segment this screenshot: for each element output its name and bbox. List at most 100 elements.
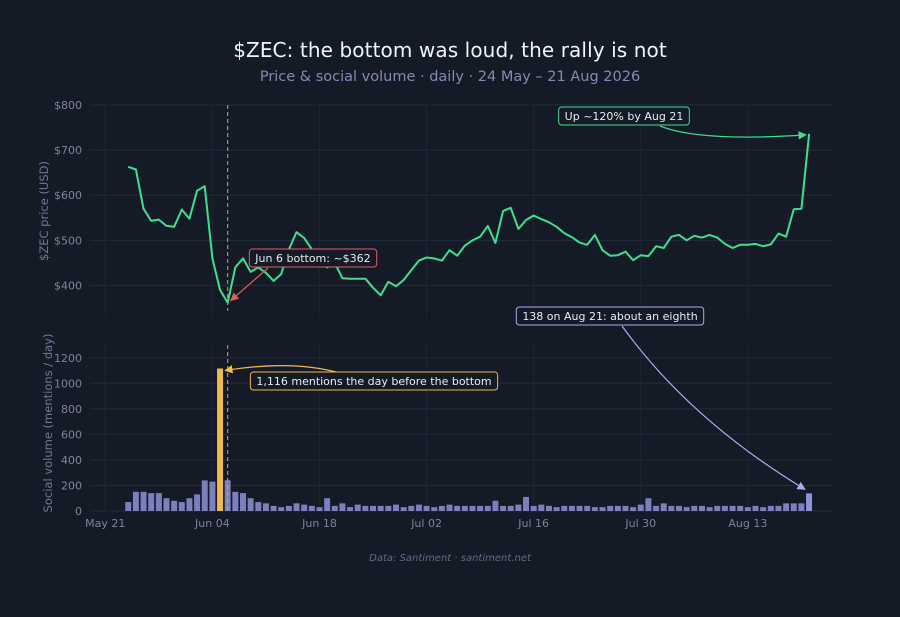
volume-y-axis-label: Social volume (mentions / day) <box>41 334 55 513</box>
volume-bar <box>423 505 430 511</box>
volume-bar <box>431 507 438 511</box>
volume-bar <box>125 502 132 511</box>
volume-bar <box>683 507 690 511</box>
volume-bar <box>737 505 744 511</box>
volume-bar <box>599 507 606 511</box>
x-tick-label: Jun 18 <box>301 517 337 530</box>
volume-bar <box>706 507 713 511</box>
volume-bar <box>201 480 208 511</box>
x-tick-label: Jul 16 <box>517 517 549 530</box>
volume-bar <box>744 507 751 511</box>
volume-bar <box>247 498 254 511</box>
price-y-tick-label: $600 <box>54 189 82 202</box>
volume-bar <box>347 507 354 511</box>
rally-annotation-box <box>558 106 690 126</box>
volume-bar <box>698 505 705 511</box>
x-ticks: May 21 Jun 04 Jun 18 Jul 02 Jul 16 Jul 30 Aug … <box>85 517 767 530</box>
volume-bar <box>155 493 162 511</box>
volume-bar <box>721 505 728 511</box>
volume-bar <box>668 505 675 511</box>
x-tick-label: Jul 30 <box>624 517 656 530</box>
latest-volume-annotation-text: 138 on Aug 21: about an eighth <box>522 310 697 323</box>
volume-bar <box>186 498 193 511</box>
volume-bar <box>477 505 484 511</box>
volume-bar <box>446 504 453 511</box>
volume-bar <box>591 507 598 511</box>
volume-bar <box>783 503 790 511</box>
volume-bar <box>316 507 323 511</box>
volume-bar <box>790 503 797 511</box>
volume-y-tick-label: 400 <box>61 454 82 467</box>
volume-bar <box>339 503 346 511</box>
price-grid <box>90 104 832 317</box>
bottom-annotation: Jun 6 bottom: ~$362 <box>248 248 378 268</box>
volume-bar <box>515 504 522 511</box>
bottom-annotation-text: Jun 6 bottom: ~$362 <box>254 252 370 265</box>
volume-bar <box>584 505 591 511</box>
mentions-annotation-box <box>249 371 499 391</box>
rally-arrow <box>659 125 807 140</box>
volume-y-ticks: 0 200 400 600 800 1000 1200 <box>54 352 82 518</box>
price-y-tick-label: $800 <box>54 99 82 112</box>
volume-bar <box>209 481 216 511</box>
volume-bar <box>752 505 759 511</box>
price-line <box>127 133 811 304</box>
x-tick-label: May 21 <box>85 517 125 530</box>
volume-bar <box>576 505 583 511</box>
chart-subtitle: Price & social volume · daily · 24 May –… <box>259 69 641 85</box>
mentions-annotation-text: 1,116 mentions the day before the bottom <box>256 375 491 388</box>
volume-y-tick-label: 200 <box>61 479 82 492</box>
volume-y-tick-label: 0 <box>75 505 82 518</box>
volume-bar <box>132 491 139 511</box>
annotations: Jun 6 bottom: ~$362 Up ~120% by Aug 21 1,1… <box>224 106 807 490</box>
bottom-annotation-box <box>248 248 378 268</box>
volume-y-tick-label: 800 <box>61 403 82 416</box>
volume-bar <box>454 505 461 511</box>
volume-bar <box>461 505 468 511</box>
chart-title: $ZEC: the bottom was loud, the rally is … <box>233 38 667 62</box>
volume-bar <box>691 505 698 511</box>
x-tick-label: Jun 04 <box>194 517 230 530</box>
volume-bar <box>262 503 269 511</box>
volume-bar <box>232 491 239 511</box>
volume-bar <box>484 505 491 511</box>
volume-bar <box>270 505 277 511</box>
volume-bar <box>171 500 178 511</box>
volume-bar <box>553 507 560 511</box>
volume-y-tick-label: 1000 <box>54 377 82 390</box>
volume-bar <box>285 505 292 511</box>
x-tick-label: Jul 02 <box>410 517 442 530</box>
volume-bar <box>400 507 407 511</box>
price-y-tick-label: $700 <box>54 144 82 157</box>
volume-bar <box>178 502 185 511</box>
volume-bar <box>775 505 782 511</box>
volume-bars <box>125 368 813 511</box>
volume-bar <box>622 505 629 511</box>
volume-bar <box>729 505 736 511</box>
volume-bar <box>767 505 774 511</box>
volume-bar <box>630 507 637 511</box>
volume-bar <box>561 505 568 511</box>
volume-bar <box>545 505 552 511</box>
volume-bar <box>163 498 170 511</box>
volume-bar <box>301 504 308 511</box>
volume-bar <box>370 505 377 511</box>
data-source: Data: Santiment · santiment.net <box>369 553 531 564</box>
volume-bar <box>148 493 155 511</box>
volume-bar <box>637 504 644 511</box>
volume-bar <box>676 505 682 511</box>
volume-bar <box>415 504 422 511</box>
volume-bar <box>324 498 331 511</box>
volume-bar <box>653 505 660 511</box>
price-y-ticks: $400 $500 $600 $700 $800 <box>54 99 82 292</box>
volume-bar <box>760 507 767 511</box>
price-y-axis-label: $ZEC price (USD) <box>37 161 51 261</box>
volume-bar <box>362 505 369 511</box>
volume-bar <box>507 505 514 511</box>
mentions-annotation: 1,116 mentions the day before the bottom <box>249 371 499 391</box>
mentions-arrow <box>224 365 337 374</box>
volume-bar <box>293 503 300 511</box>
volume-bar <box>500 505 507 511</box>
volume-bar <box>240 493 246 511</box>
